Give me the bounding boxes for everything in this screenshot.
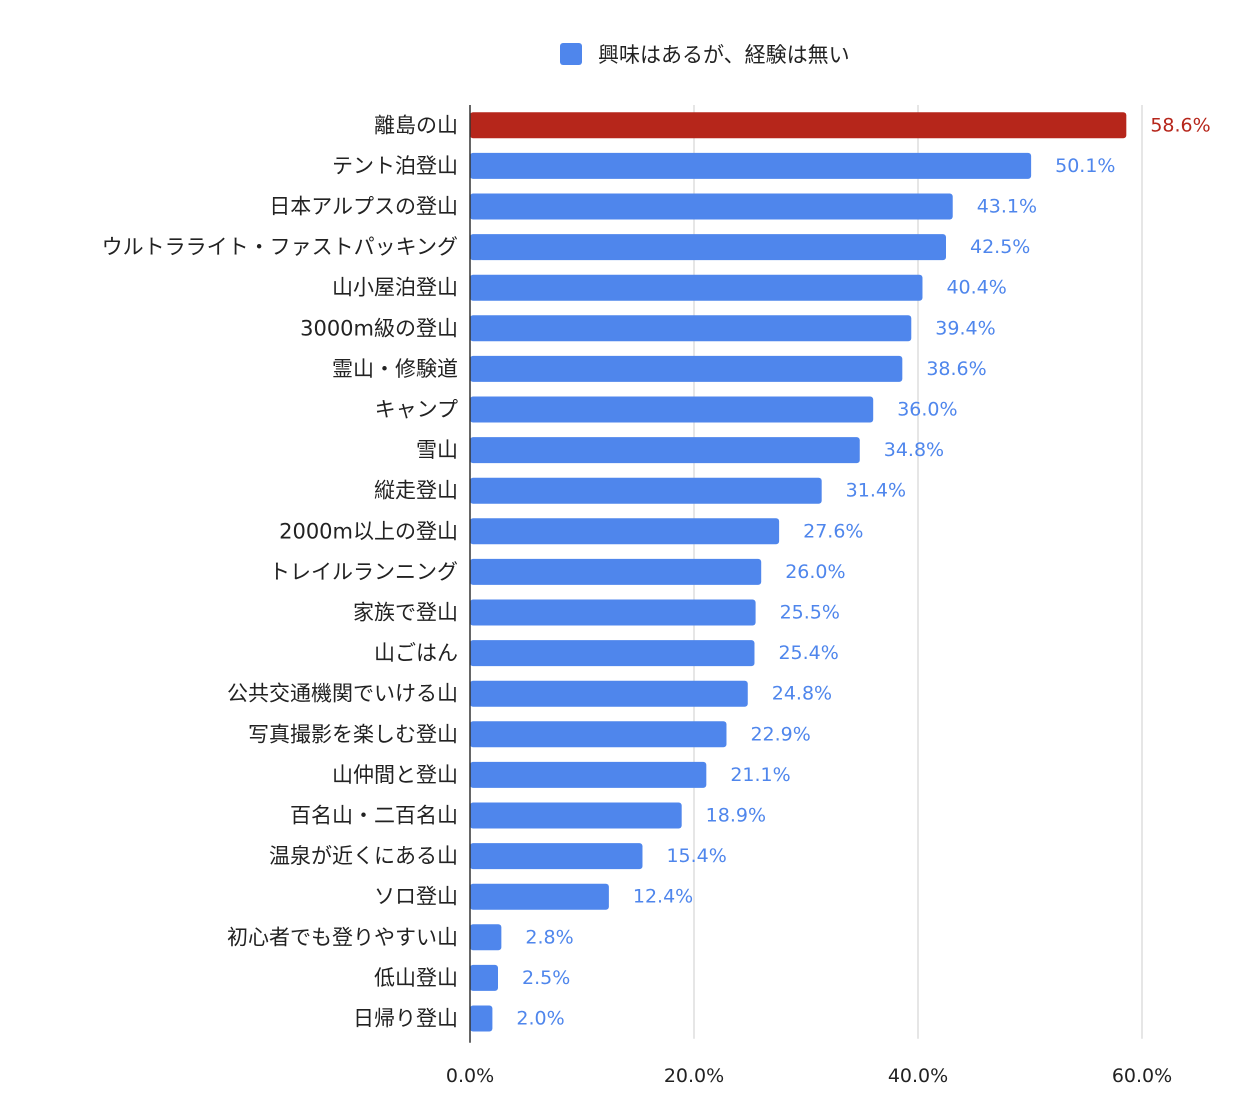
x-tick-label: 40.0% — [888, 1065, 948, 1087]
category-label: 山小屋泊登山 — [332, 276, 458, 300]
category-label: 低山登山 — [374, 966, 458, 990]
bar — [470, 112, 1127, 139]
bar — [470, 315, 912, 342]
bar — [470, 193, 953, 220]
x-tick-label: 60.0% — [1112, 1065, 1172, 1087]
bar — [470, 964, 498, 991]
value-label: 40.4% — [946, 277, 1006, 299]
bar — [470, 640, 755, 667]
category-label: 日帰り登山 — [353, 1007, 458, 1031]
value-label: 36.0% — [897, 399, 957, 421]
bar — [470, 599, 756, 626]
value-label: 24.8% — [772, 683, 832, 705]
bar — [470, 761, 707, 788]
value-label: 2.5% — [522, 967, 570, 989]
value-label: 25.4% — [778, 642, 838, 664]
category-label: 初心者でも登りやすい山 — [227, 925, 458, 949]
bar — [470, 680, 748, 707]
category-label: 百名山・二百名山 — [290, 804, 458, 828]
value-label: 34.8% — [884, 439, 944, 461]
value-label: 12.4% — [633, 886, 693, 908]
category-label: 離島の山 — [374, 113, 458, 137]
chart-legend: 興味はあるが、経験は無い — [560, 40, 850, 68]
value-label: 43.1% — [977, 196, 1037, 218]
bar — [470, 152, 1032, 179]
value-label: 26.0% — [785, 561, 845, 583]
legend-swatch — [560, 43, 582, 65]
value-label: 27.6% — [803, 520, 863, 542]
value-label: 2.0% — [516, 1008, 564, 1030]
value-label: 58.6% — [1150, 114, 1210, 136]
value-label: 15.4% — [666, 845, 726, 867]
category-label: 霊山・修験道 — [332, 357, 458, 381]
bar — [470, 274, 923, 301]
category-label: 公共交通機関でいける山 — [227, 682, 458, 706]
bar — [470, 1005, 493, 1032]
category-label: 温泉が近くにある山 — [269, 844, 458, 868]
bar — [470, 234, 946, 261]
category-label: 山ごはん — [374, 641, 458, 665]
bar — [470, 883, 609, 910]
category-label: 写真撮影を楽しむ登山 — [248, 722, 458, 746]
bar — [470, 802, 682, 829]
value-label: 38.6% — [926, 358, 986, 380]
category-label: 日本アルプスの登山 — [269, 195, 458, 219]
bar — [470, 843, 643, 870]
bar — [470, 518, 780, 545]
value-label: 31.4% — [846, 480, 906, 502]
bar — [470, 396, 874, 423]
x-tick-label: 20.0% — [664, 1065, 724, 1087]
category-label: キャンプ — [375, 398, 458, 422]
category-label: 2000m以上の登山 — [279, 519, 458, 543]
value-label: 22.9% — [750, 723, 810, 745]
category-label: ウルトラライト・ファストパッキング — [102, 235, 458, 259]
x-tick-label: 0.0% — [446, 1065, 494, 1087]
category-label: 山仲間と登山 — [332, 763, 458, 787]
bar — [470, 924, 502, 951]
bar — [470, 355, 903, 382]
bar — [470, 477, 822, 504]
value-label: 42.5% — [970, 236, 1030, 258]
value-label: 39.4% — [935, 317, 995, 339]
category-label: 家族で登山 — [353, 601, 458, 625]
legend-label: 興味はあるが、経験は無い — [598, 43, 850, 67]
value-label: 25.5% — [780, 602, 840, 624]
value-label: 21.1% — [730, 764, 790, 786]
category-label: 雪山 — [416, 438, 458, 462]
value-label: 50.1% — [1055, 155, 1115, 177]
category-label: ソロ登山 — [374, 885, 458, 909]
value-label: 18.9% — [706, 805, 766, 827]
category-label: トレイルランニング — [269, 560, 458, 584]
bar — [470, 437, 860, 464]
category-label: テント泊登山 — [332, 154, 458, 178]
bar — [470, 721, 727, 748]
category-label: 3000m級の登山 — [300, 316, 458, 340]
value-label: 2.8% — [525, 926, 573, 948]
category-label: 縦走登山 — [374, 479, 458, 503]
bar — [470, 558, 762, 585]
